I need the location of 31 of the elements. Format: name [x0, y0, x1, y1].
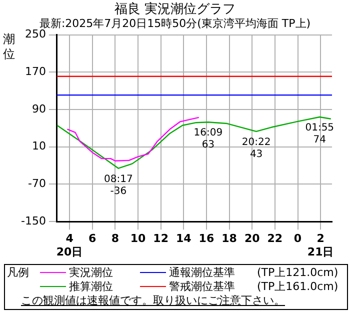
legend-label: 通報潮位基準 (TP上121.0cm): [168, 266, 338, 280]
y-tick-label: -150: [20, 214, 46, 228]
x-tick-label: 16: [198, 232, 214, 246]
annotation: 08:17 -36: [104, 174, 133, 197]
x-tick-label: 20: [244, 232, 260, 246]
y-tick-label: 10: [32, 140, 46, 153]
legend-title: 凡例: [7, 266, 30, 280]
x-tick-label: 8: [111, 232, 119, 246]
y-tick-label: -70: [28, 177, 46, 190]
y-tick-label: 250: [24, 28, 46, 41]
x-tick-label: 2 21日: [307, 232, 334, 258]
legend-label: 実況潮位: [68, 266, 114, 280]
y-tick-label: 170: [24, 65, 46, 78]
x-tick-label: 6: [88, 232, 97, 246]
chart-title: 福良 実況潮位グラフ: [114, 1, 236, 18]
x-tick-label: 0: [294, 232, 302, 246]
annotation: 01:55 74: [305, 122, 334, 146]
text: この観測値は速報値です。取り扱いにご注意下さい。: [20, 294, 286, 308]
x-tick-label: 14: [176, 232, 192, 246]
y-axis-title: 潮位: [3, 32, 16, 62]
chart-subtitle: 最新:2025年7月20日15時50分(東京湾平均海面 TP上): [39, 17, 311, 30]
x-tick-label: 12: [153, 232, 168, 246]
x-tick-label: 10: [130, 232, 146, 246]
x-tick-label: 4 20日: [56, 232, 83, 258]
annotation: 16:09 63: [194, 128, 223, 151]
x-tick-label: 18: [222, 232, 237, 246]
annotation: 20:22 43: [242, 137, 271, 160]
y-tick-label: 90: [32, 102, 46, 116]
legend-label: 警戒潮位基準 (TP上161.0cm): [168, 280, 338, 294]
legend-label: 推算潮位: [68, 280, 114, 294]
x-tick-label: 22: [267, 232, 283, 246]
